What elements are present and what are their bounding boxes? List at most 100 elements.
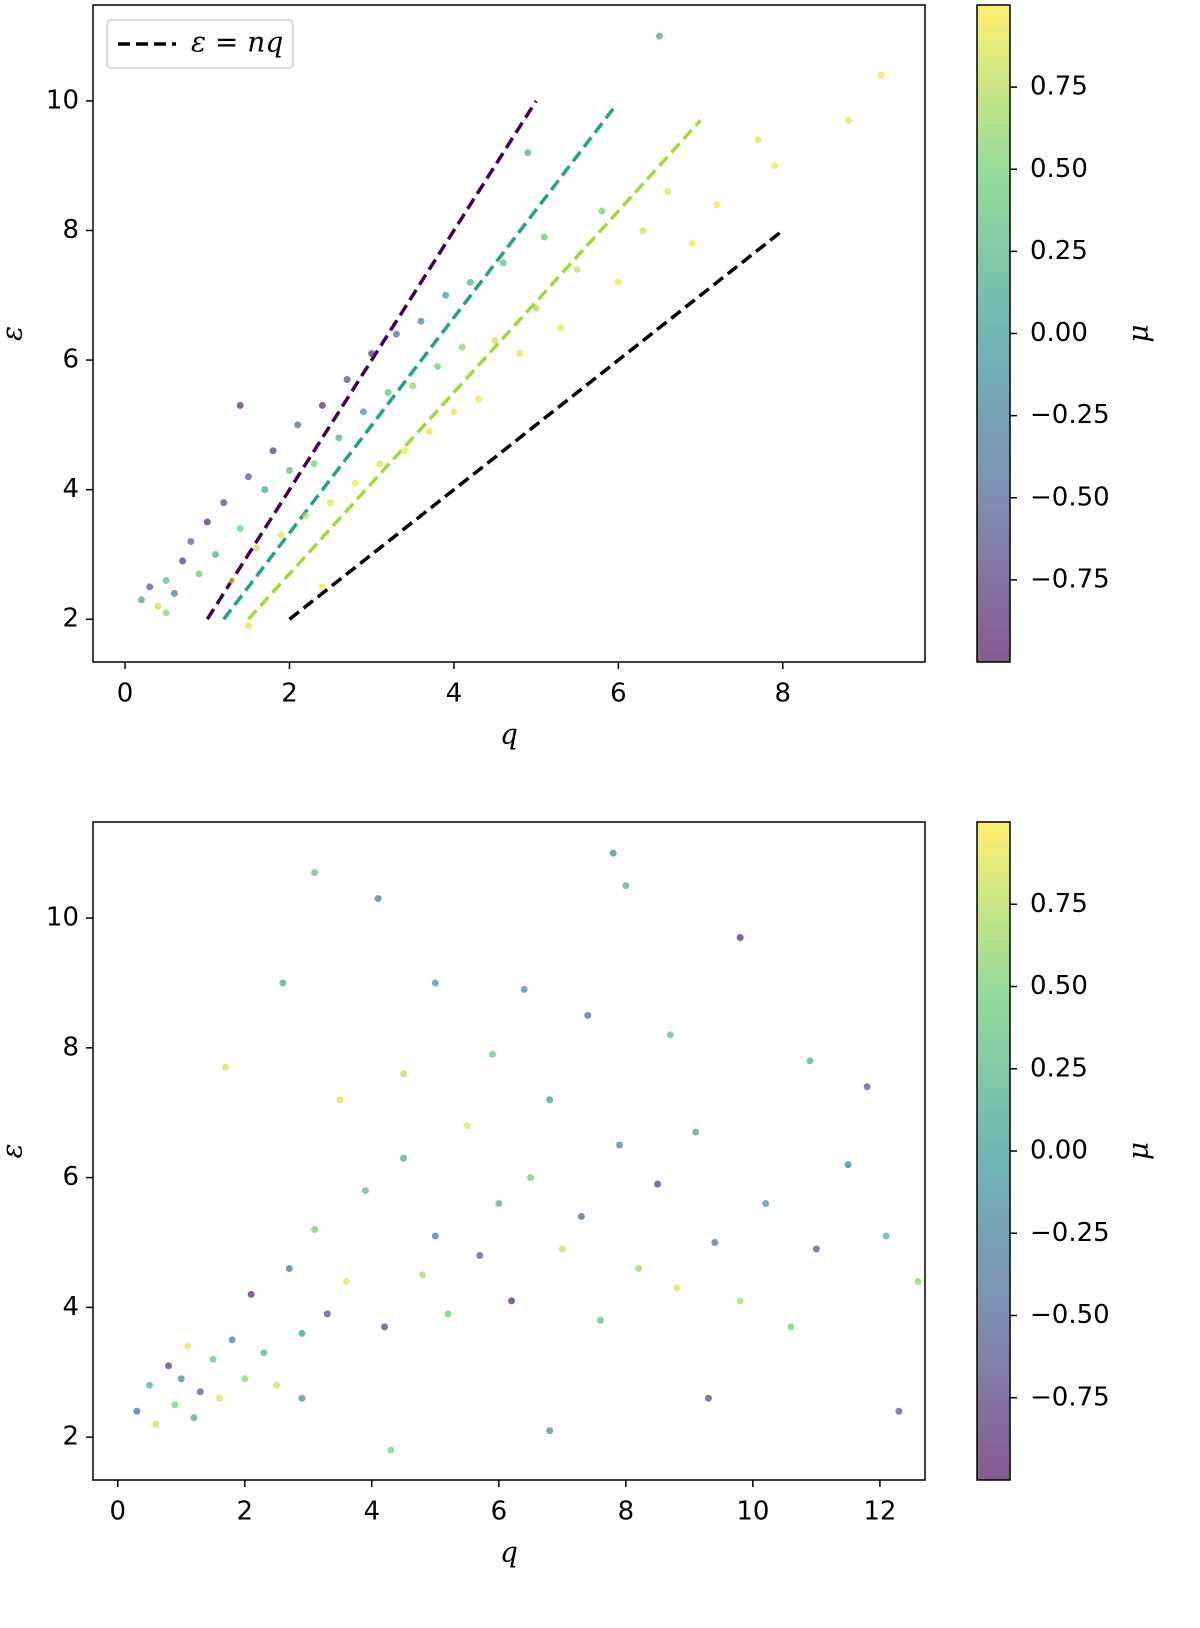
point xyxy=(736,1297,744,1305)
point xyxy=(635,1264,643,1272)
point xyxy=(664,188,672,196)
y-axis-label: ε xyxy=(0,326,29,341)
point xyxy=(310,460,318,468)
dashed-line xyxy=(205,99,538,621)
point xyxy=(609,849,617,857)
point xyxy=(516,350,524,358)
point xyxy=(318,583,326,591)
x-tick-label: 8 xyxy=(618,1497,635,1527)
point xyxy=(450,408,458,416)
y-tick-label: 4 xyxy=(62,1292,79,1322)
point xyxy=(215,1394,223,1402)
x-tick-label: 4 xyxy=(364,1497,381,1527)
point xyxy=(463,1122,471,1130)
point xyxy=(771,162,779,170)
point xyxy=(146,583,154,591)
point xyxy=(914,1277,922,1285)
point xyxy=(863,1083,871,1091)
y-tick-label: 8 xyxy=(62,215,79,245)
y-tick-label: 6 xyxy=(62,345,79,375)
point xyxy=(558,1245,566,1253)
point xyxy=(431,979,439,987)
point xyxy=(787,1323,795,1331)
colorbar-tick-label: −0.75 xyxy=(1030,564,1110,594)
point xyxy=(546,1096,554,1104)
point xyxy=(222,1063,230,1071)
point xyxy=(195,570,203,578)
x-axis-label: q xyxy=(500,718,518,751)
point xyxy=(236,401,244,409)
point xyxy=(327,499,335,507)
point xyxy=(616,1141,624,1149)
point xyxy=(598,207,606,215)
point xyxy=(298,1394,306,1402)
colorbar-tick-label: 0.50 xyxy=(1030,971,1088,1001)
colorbar-tick-label: 0.25 xyxy=(1030,236,1088,266)
point xyxy=(736,934,744,942)
point xyxy=(170,589,178,597)
colorbar-tick-label: 0.75 xyxy=(1030,72,1088,102)
point xyxy=(476,1251,484,1259)
colorbar-tick-label: 0.75 xyxy=(1030,889,1088,919)
x-tick-label: 2 xyxy=(237,1497,254,1527)
point xyxy=(384,388,392,396)
point xyxy=(540,233,548,241)
point xyxy=(704,1394,712,1402)
point xyxy=(654,1180,662,1188)
legend-box xyxy=(106,19,294,69)
point xyxy=(177,1375,185,1383)
point xyxy=(165,1362,173,1370)
point xyxy=(520,985,528,993)
y-tick-label: 2 xyxy=(62,604,79,634)
point xyxy=(431,1232,439,1240)
point xyxy=(458,343,466,351)
axes-frame xyxy=(92,4,926,663)
point xyxy=(335,434,343,442)
point xyxy=(179,557,187,565)
point xyxy=(269,447,277,455)
point xyxy=(713,201,721,209)
point xyxy=(491,337,499,345)
point xyxy=(844,1161,852,1169)
colorbar-tick-label: −0.25 xyxy=(1030,1218,1110,1248)
point xyxy=(877,71,885,79)
point xyxy=(425,427,433,435)
point xyxy=(442,291,450,299)
y-tick-label: 10 xyxy=(46,903,79,933)
colorbar-tick-label: −0.25 xyxy=(1030,400,1110,430)
point xyxy=(154,602,162,610)
point xyxy=(343,376,351,384)
point xyxy=(499,259,507,267)
point xyxy=(392,330,400,338)
point xyxy=(318,401,326,409)
x-tick-label: 6 xyxy=(491,1497,508,1527)
point xyxy=(754,136,762,144)
point xyxy=(400,1070,408,1078)
point xyxy=(273,1381,281,1389)
colorbar-tick-label: −0.50 xyxy=(1030,1300,1110,1330)
y-tick-label: 8 xyxy=(62,1032,79,1062)
point xyxy=(577,1213,585,1221)
point xyxy=(845,116,853,124)
point xyxy=(171,1401,179,1409)
legend-label: ε = nq xyxy=(191,26,283,59)
point xyxy=(895,1407,903,1415)
point xyxy=(508,1297,516,1305)
point xyxy=(298,1329,306,1337)
point xyxy=(639,226,647,234)
point xyxy=(419,1271,427,1279)
y-tick-label: 2 xyxy=(62,1422,79,1452)
colorbar-tick-label: 0.50 xyxy=(1030,154,1088,184)
point xyxy=(409,382,417,390)
point xyxy=(711,1238,719,1246)
point xyxy=(302,512,310,520)
point xyxy=(387,1446,395,1454)
point xyxy=(495,1200,503,1208)
x-tick-label: 2 xyxy=(281,679,298,709)
point xyxy=(882,1232,890,1240)
point xyxy=(146,1381,154,1389)
point xyxy=(444,1310,452,1318)
point xyxy=(184,1342,192,1350)
point xyxy=(622,882,630,890)
point xyxy=(190,1414,198,1422)
